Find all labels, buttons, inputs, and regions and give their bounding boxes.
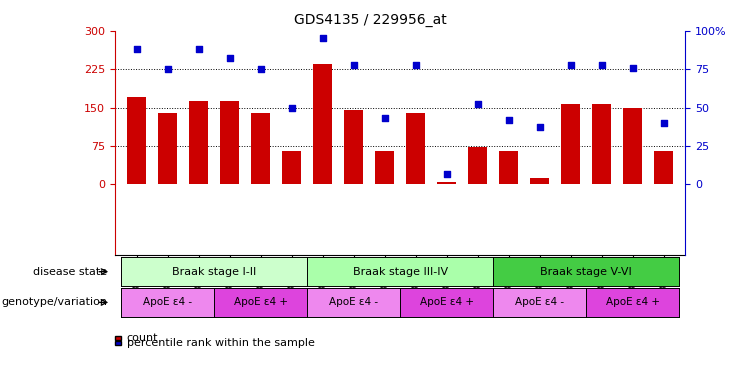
Text: Braak stage V-VI: Braak stage V-VI	[540, 266, 632, 277]
Bar	[376, 151, 394, 184]
Bar	[654, 151, 673, 184]
Point	[255, 66, 267, 72]
Bar	[623, 108, 642, 184]
Point	[472, 101, 484, 108]
Bar	[592, 104, 611, 184]
Point	[658, 120, 670, 126]
Point	[627, 65, 639, 71]
Text: ApoE ε4 -: ApoE ε4 -	[329, 297, 378, 308]
Text: genotype/variation: genotype/variation	[1, 297, 107, 308]
Text: Braak stage III-IV: Braak stage III-IV	[353, 266, 448, 277]
Point	[534, 124, 545, 131]
Point	[565, 61, 576, 68]
Bar	[189, 101, 208, 184]
Point	[162, 66, 173, 72]
Bar	[562, 104, 580, 184]
Text: disease state: disease state	[33, 266, 107, 277]
Bar	[127, 97, 146, 184]
Bar	[345, 110, 363, 184]
Bar	[282, 151, 301, 184]
Point	[348, 61, 359, 68]
Text: ApoE ε4 +: ApoE ε4 +	[605, 297, 659, 308]
Text: percentile rank within the sample: percentile rank within the sample	[127, 338, 314, 348]
Bar	[251, 113, 270, 184]
Point	[502, 117, 514, 123]
Text: ApoE ε4 +: ApoE ε4 +	[419, 297, 473, 308]
Point	[316, 35, 328, 41]
Point	[596, 61, 608, 68]
Bar	[313, 64, 332, 184]
Text: GDS4135 / 229956_at: GDS4135 / 229956_at	[294, 13, 447, 27]
Point	[286, 104, 298, 111]
Text: count: count	[127, 333, 158, 343]
Point	[379, 115, 391, 121]
Text: ApoE ε4 -: ApoE ε4 -	[143, 297, 192, 308]
Text: ApoE ε4 +: ApoE ε4 +	[233, 297, 288, 308]
Text: Braak stage I-II: Braak stage I-II	[172, 266, 256, 277]
Bar	[468, 147, 487, 184]
Point	[441, 170, 453, 177]
Bar	[220, 101, 239, 184]
Bar	[437, 182, 456, 184]
Point	[410, 61, 422, 68]
Bar	[159, 113, 177, 184]
Point	[130, 46, 142, 52]
Point	[224, 55, 236, 61]
Bar	[531, 178, 549, 184]
Bar	[499, 151, 518, 184]
Text: ApoE ε4 -: ApoE ε4 -	[515, 297, 564, 308]
Point	[193, 46, 205, 52]
Bar	[406, 113, 425, 184]
